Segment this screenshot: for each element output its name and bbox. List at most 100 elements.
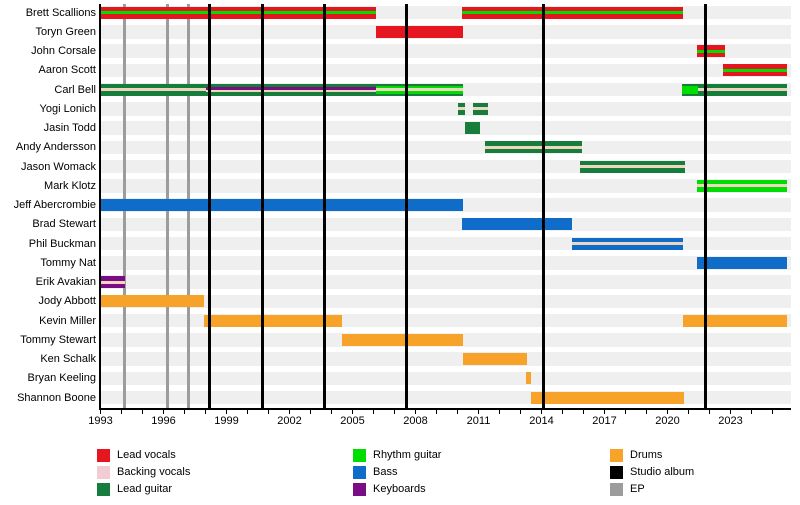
row-band [100, 352, 791, 366]
legend-label: Drums [630, 449, 663, 461]
member-name-label: Carl Bell [54, 83, 96, 96]
member-name-label: Aaron Scott [38, 64, 96, 77]
timeline-bar-center-stripe [696, 184, 788, 188]
axis-tick [561, 410, 564, 414]
timeline-bar-center-stripe [697, 88, 788, 91]
axis-year-label: 2023 [718, 415, 743, 427]
timeline-bar [461, 6, 684, 19]
timeline-bar [461, 218, 572, 231]
legend-color-swatch [610, 483, 623, 496]
member-name-label: Jason Womack [21, 160, 96, 173]
axis-year-label: 2005 [340, 415, 365, 427]
legend-item: Studio album [610, 466, 750, 479]
row-band [100, 179, 791, 193]
member-name-label: Jody Abbott [38, 295, 97, 308]
timeline-bar [580, 160, 686, 173]
axis-tick [540, 410, 543, 414]
axis-tick [750, 410, 753, 414]
axis-tick [309, 410, 312, 414]
member-name-label: Brad Stewart [32, 218, 96, 231]
axis-year-label: 2014 [529, 415, 554, 427]
axis-tick [99, 410, 102, 414]
studio-album-line [703, 4, 707, 408]
axis-tick [204, 410, 207, 414]
studio-album-line [208, 4, 212, 408]
legend-label: Lead guitar [117, 483, 173, 495]
legend-color-swatch [97, 466, 110, 479]
timeline-bar-center-stripe [100, 280, 125, 284]
timeline-bar-center-stripe [571, 242, 684, 245]
timeline-bar [464, 122, 480, 134]
timeline-bar [100, 6, 376, 19]
axis-tick [687, 410, 690, 414]
axis-tick [267, 410, 270, 414]
axis-tick [729, 410, 732, 414]
axis-tick [351, 410, 354, 414]
timeline-bar [375, 25, 463, 38]
axis-year-label: 2017 [592, 415, 617, 427]
row-band [100, 44, 791, 58]
axis-tick [498, 410, 501, 414]
member-name-label: John Corsale [31, 45, 96, 57]
timeline-bar [696, 256, 788, 269]
member-name-label: Toryn Green [35, 25, 96, 38]
timeline-bar [100, 295, 205, 308]
timeline-bar-center-stripe [484, 145, 583, 149]
axis-tick [393, 410, 396, 414]
axis-tick [708, 410, 711, 414]
row-band [100, 217, 791, 231]
legend-color-swatch [610, 466, 623, 479]
axis-tick [120, 410, 123, 414]
axis-tick [162, 410, 165, 414]
axis-year-label: 2002 [277, 415, 302, 427]
legend-item: EP [610, 483, 750, 496]
row-band [100, 294, 791, 308]
member-name-label: Kevin Miller [39, 314, 96, 327]
axis-tick [414, 410, 417, 414]
member-name-label: Mark Klotz [44, 179, 96, 192]
timeline-bar [375, 83, 463, 96]
axis-tick [330, 410, 333, 414]
row-band [100, 371, 791, 385]
member-name-label: Tommy Nat [40, 256, 96, 269]
axis-tick [435, 410, 438, 414]
row-band [100, 275, 791, 289]
legend-label: Keyboards [373, 483, 426, 495]
legend-label: Backing vocals [117, 466, 191, 478]
legend-item: Keyboards [353, 483, 493, 496]
studio-album-line [542, 4, 546, 408]
row-band [100, 63, 791, 77]
timeline-bar [484, 141, 583, 154]
timeline-bar-center-stripe [457, 107, 465, 111]
timeline-bar-center-stripe [461, 11, 684, 14]
row-band [100, 102, 791, 116]
timeline-bar [100, 199, 463, 211]
legend-label: EP [630, 483, 645, 495]
row-band [100, 159, 791, 174]
axis-tick [288, 410, 291, 414]
timeline-bar-center-stripe [100, 11, 376, 14]
axis-year-label: 2008 [403, 415, 428, 427]
member-name-label: Brett Scallions [25, 6, 96, 19]
member-name-label: Erik Avakian [35, 276, 96, 288]
timeline-bar [696, 45, 726, 57]
axis-tick [771, 410, 774, 414]
row-band [100, 256, 791, 270]
axis-tick [645, 410, 648, 414]
timeline-bar [457, 102, 465, 115]
timeline-bar [723, 64, 788, 77]
member-name-label: Jasin Todd [43, 122, 96, 134]
member-name-label: Shannon Boone [17, 391, 96, 404]
y-axis-line [98, 4, 101, 410]
legend-item: Rhythm guitar [353, 449, 493, 462]
timeline-bar-center-stripe [205, 86, 376, 90]
timeline-bar-center-stripe [205, 89, 376, 93]
member-name-label: Bryan Keeling [27, 372, 97, 385]
axis-tick [624, 410, 627, 414]
axis-tick [519, 410, 522, 414]
legend-color-swatch [610, 449, 623, 462]
timeline-bar [525, 372, 531, 385]
axis-tick [246, 410, 249, 414]
timeline-bar [531, 391, 685, 404]
